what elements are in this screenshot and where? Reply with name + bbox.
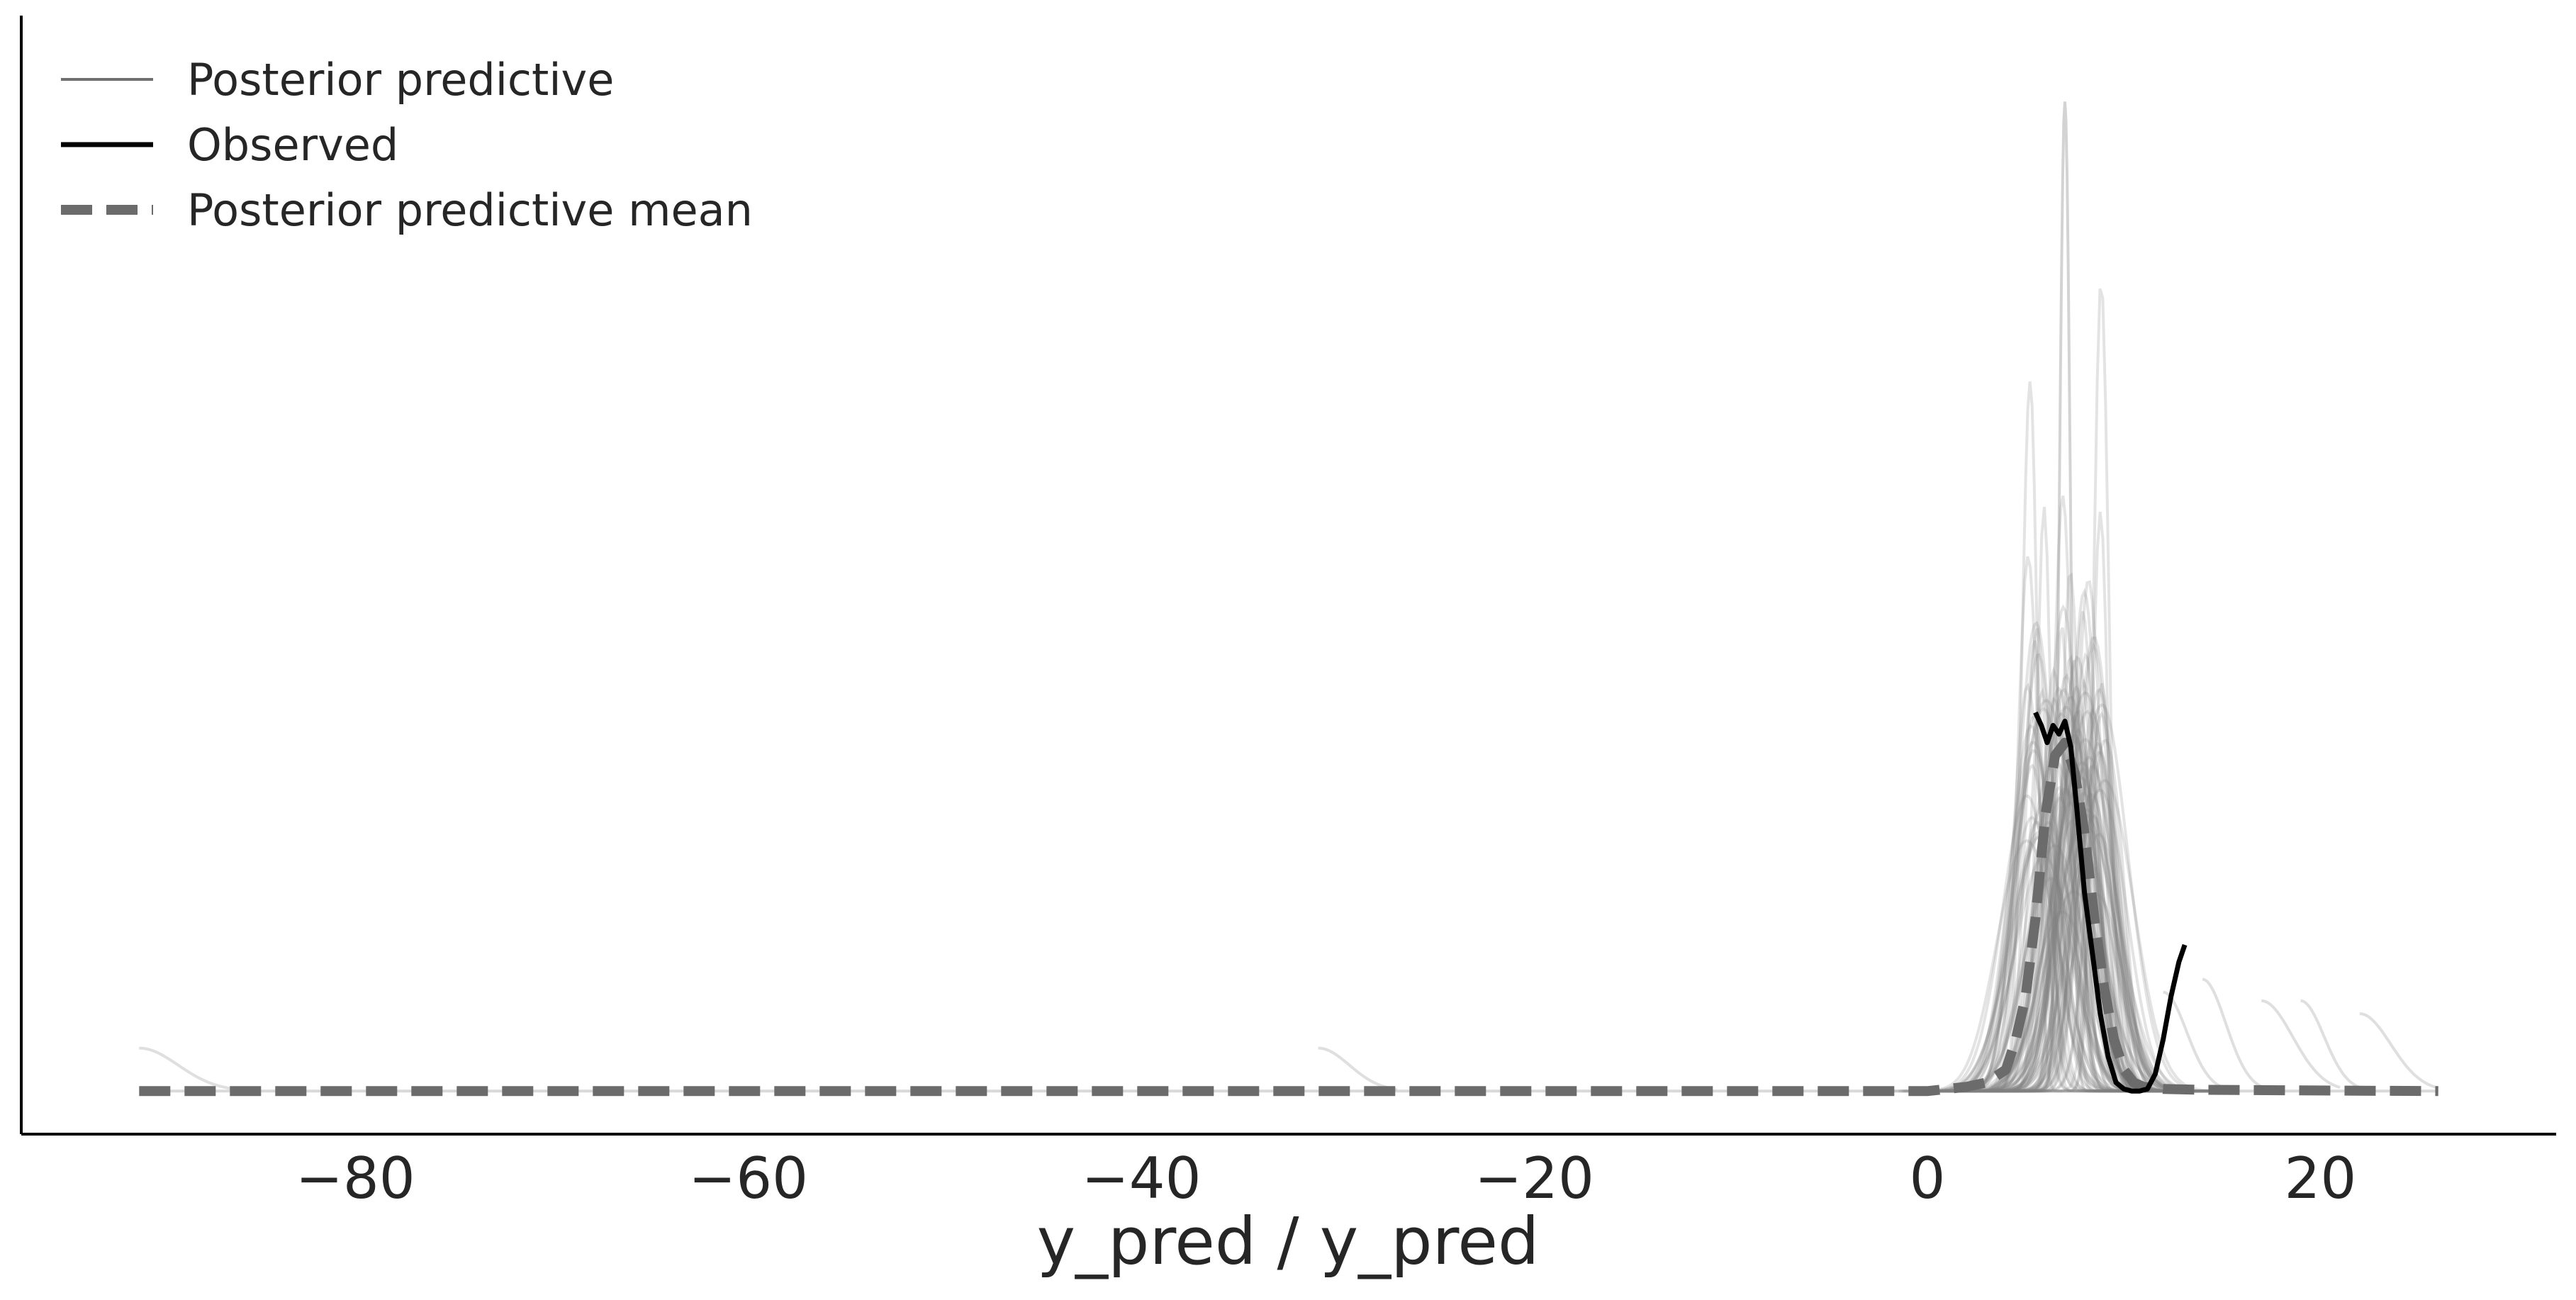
posterior-predictive-sample-line xyxy=(1911,749,2127,1093)
posterior-predictive-sample-line xyxy=(2261,999,2341,1089)
posterior-predictive-sample-line xyxy=(2000,808,2177,1087)
posterior-predictive-sample-line xyxy=(2015,101,2115,1093)
x-tick-label: −20 xyxy=(1474,1145,1594,1211)
posterior-predictive-sample-line xyxy=(1942,381,2135,1093)
posterior-predictive-sample-line xyxy=(1990,776,2190,1092)
posterior-predictive-sample-line xyxy=(1960,785,2150,1093)
posterior-predictive-sample-line xyxy=(1985,778,2224,1093)
x-axis-ticks: −80 −60 −40 −20 0 20 xyxy=(296,1145,2356,1211)
x-axis-label: y_pred / y_pred xyxy=(1037,1204,1540,1279)
posterior-predictive-sample-line xyxy=(2359,1012,2439,1089)
posterior-predictive-sample-line xyxy=(139,1046,238,1091)
posterior-predictive-sample-line xyxy=(1954,691,2173,1093)
posterior-predictive-sample-line xyxy=(1945,688,2201,1093)
posterior-predictive-sample-line xyxy=(1908,794,2109,1093)
legend-label-observed: Observed xyxy=(187,119,398,171)
posterior-predictive-sample-line xyxy=(1898,724,2151,1093)
posterior-predictive-sample-line xyxy=(1948,788,2170,1092)
posterior-predictive-sample-line xyxy=(2000,764,2195,1093)
legend-label-posterior-predictive: Posterior predictive xyxy=(187,54,614,106)
posterior-predictive-sample-line xyxy=(2013,703,2193,1091)
posterior-predictive-sample-line xyxy=(1947,828,2171,1093)
posterior-predictive-sample-line xyxy=(1936,839,2145,1093)
legend: Posterior predictive Observed Posterior … xyxy=(61,54,753,236)
x-tick-label: −40 xyxy=(1082,1145,1202,1211)
observed-line xyxy=(2033,711,2188,1094)
series-layer xyxy=(139,711,2438,1097)
posterior-predictive-sample-line xyxy=(1993,655,2185,1093)
plot-area xyxy=(139,101,2439,1097)
posterior-predictive-sample-line xyxy=(1971,705,2161,1092)
posterior-predictive-sample-line xyxy=(2202,977,2263,1088)
posterior-predictive-sample-line xyxy=(2300,999,2361,1089)
posterior-predictive-mean-line xyxy=(139,737,2438,1097)
posterior-predictive-sample-line xyxy=(2163,990,2223,1089)
posterior-predictive-sample-line xyxy=(1949,830,2126,1090)
posterior-predictive-sample-line xyxy=(2005,711,2183,1093)
posterior-predictive-sample-line xyxy=(1901,556,2149,1093)
legend-label-posterior-predictive-mean: Posterior predictive mean xyxy=(187,184,753,236)
posterior-predictive-sample-line xyxy=(1990,288,2238,1093)
x-tick-label: 0 xyxy=(1909,1145,1945,1211)
posterior-predictive-sample-line xyxy=(1959,761,2196,1093)
posterior-predictive-sample-line xyxy=(1970,738,2197,1093)
posterior-predictive-sample-line xyxy=(1970,751,2177,1093)
posterior-predictive-sample-line xyxy=(1973,666,2186,1093)
x-tick-label: 20 xyxy=(2284,1145,2356,1211)
posterior-predictive-sample-line xyxy=(1988,738,2171,1090)
posterior-predictive-sample-line xyxy=(1942,653,2137,1093)
posterior-predictive-sample-line xyxy=(1978,832,2239,1093)
posterior-predictive-sample-line xyxy=(1959,734,2166,1093)
posterior-predictive-sample-line xyxy=(1938,698,2156,1092)
posterior-predictive-sample-line xyxy=(1984,801,2191,1093)
posterior-predictive-sample-line xyxy=(1966,856,2176,1093)
x-tick-label: −80 xyxy=(296,1145,415,1211)
x-tick-label: −60 xyxy=(688,1145,808,1211)
